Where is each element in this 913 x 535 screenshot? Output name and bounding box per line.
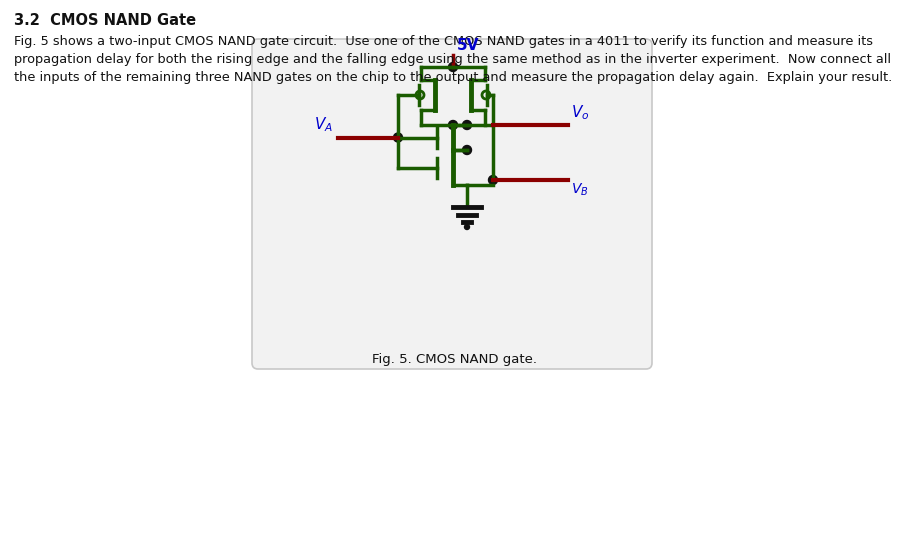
Circle shape	[465, 225, 469, 230]
Circle shape	[488, 175, 498, 185]
Text: propagation delay for both the rising edge and the falling edge using the same m: propagation delay for both the rising ed…	[14, 53, 891, 66]
Circle shape	[416, 91, 424, 99]
Circle shape	[482, 91, 490, 99]
Text: $V_o$: $V_o$	[571, 103, 590, 122]
Circle shape	[448, 120, 457, 129]
Circle shape	[463, 120, 471, 129]
Text: Fig. 5 shows a two-input CMOS NAND gate circuit.  Use one of the CMOS NAND gates: Fig. 5 shows a two-input CMOS NAND gate …	[14, 35, 873, 48]
Text: $V_A$: $V_A$	[314, 115, 333, 134]
Text: 3.2  CMOS NAND Gate: 3.2 CMOS NAND Gate	[14, 13, 196, 28]
Text: $V_B$: $V_B$	[571, 182, 589, 198]
Text: 5V: 5V	[457, 38, 479, 53]
Text: the inputs of the remaining three NAND gates on the chip to the output and measu: the inputs of the remaining three NAND g…	[14, 71, 892, 84]
Circle shape	[463, 146, 471, 155]
Circle shape	[448, 63, 457, 72]
Text: Fig. 5. CMOS NAND gate.: Fig. 5. CMOS NAND gate.	[373, 353, 538, 366]
Circle shape	[394, 133, 403, 142]
FancyBboxPatch shape	[252, 39, 652, 369]
